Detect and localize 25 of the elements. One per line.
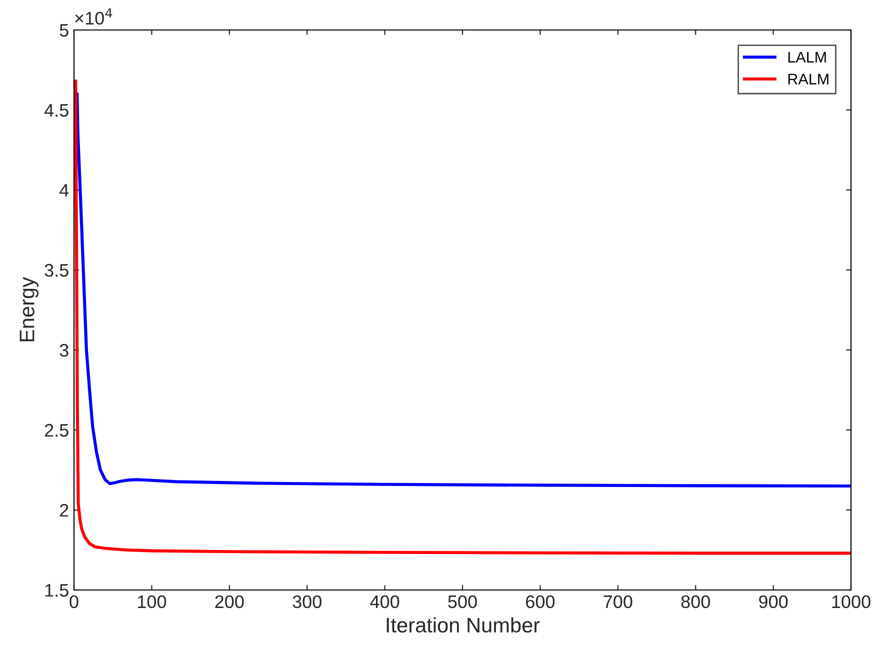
- x-tick-label: 200: [215, 595, 244, 608]
- line-series: [76, 92, 851, 488]
- y-tick-label: 4.5: [44, 104, 68, 117]
- legend-label: RALM: [788, 74, 828, 84]
- x-tick-label: 400: [370, 595, 400, 608]
- y-tick-label: 3: [60, 344, 68, 357]
- x-tick-label: 700: [604, 595, 632, 608]
- x-axis-title: Iteration Number: [386, 617, 540, 633]
- y-tick-label: 1.5: [45, 584, 68, 597]
- x-tick-label: 800: [681, 595, 710, 608]
- text: ×10$^{4}$: [75, 8, 112, 25]
- y-tick-label: 5: [60, 24, 68, 37]
- y-tick-label: 2.5: [44, 424, 68, 437]
- x-tick-label: 100: [138, 595, 166, 608]
- y-tick-label: 4: [60, 184, 69, 197]
- x-tick-label: 0: [70, 595, 78, 608]
- x-tick-label: 900: [759, 595, 788, 608]
- legend-label: LALM: [788, 52, 826, 62]
- y-axis-title: Energy: [20, 277, 38, 342]
- x-tick-label: 600: [526, 595, 555, 608]
- x-tick-label: 500: [448, 595, 477, 608]
- y-tick-label: 3.5: [44, 264, 68, 277]
- x-tick-label: 300: [292, 595, 322, 608]
- y-tick-label: 2: [60, 504, 68, 517]
- x-tick-label: 1000: [832, 595, 870, 608]
